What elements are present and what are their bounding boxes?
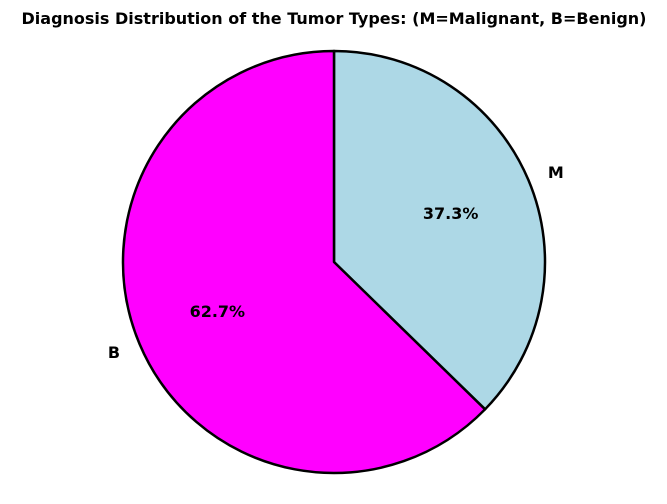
- slice-b: [121, 49, 487, 475]
- category-label-m: M: [548, 163, 564, 182]
- pie-labels: 37.3% M 62.7% B: [108, 163, 564, 362]
- pct-label-b: 62.7%: [190, 302, 246, 321]
- slice-m: [332, 49, 547, 411]
- category-label-b: B: [108, 343, 120, 362]
- chart-title: Diagnosis Distribution of the Tumor Type…: [22, 9, 647, 28]
- pct-label-m: 37.3%: [423, 204, 479, 223]
- pie-slices: [121, 49, 547, 475]
